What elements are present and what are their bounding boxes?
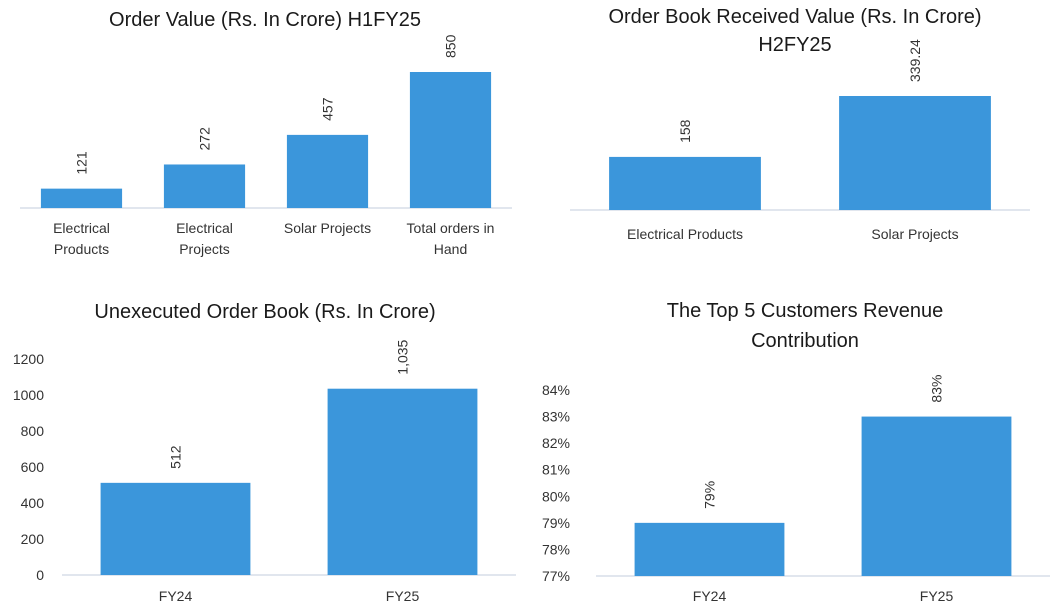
chart-title: The Top 5 Customers Revenue [667,300,943,322]
chart-title: Order Value (Rs. In Crore) H1FY25 [109,9,421,31]
y-tick-label: 77% [542,568,570,584]
x-tick-label: Solar Projects [284,220,371,236]
x-tick-label: Products [54,241,109,257]
data-label: 512 [168,445,184,469]
bar [839,96,991,210]
bar [163,164,246,208]
x-tick-label: FY25 [386,588,420,604]
bar [609,156,761,210]
y-tick-label: 80% [542,488,570,504]
chart-order-book-received-h2fy25: Order Book Received Value (Rs. In Crore)… [530,0,1060,290]
x-tick-label: FY24 [159,588,193,604]
x-tick-label: FY24 [693,588,727,604]
y-tick-label: 84% [542,382,570,398]
bar [40,188,123,208]
x-tick-label: Electrical Products [627,226,743,242]
y-tick-label: 200 [21,531,45,547]
x-tick-label: Total orders in [407,220,495,236]
data-label: 850 [443,34,459,58]
y-tick-label: 79% [542,515,570,531]
y-tick-label: 78% [542,541,570,557]
x-tick-label: Electrical [53,220,110,236]
y-tick-label: 800 [21,423,45,439]
chart-svg: The Top 5 Customers Revenue Contribution 7… [542,300,1050,604]
data-label: 83% [929,375,945,403]
chart-svg: Order Book Received Value (Rs. In Crore)… [570,6,1030,242]
chart-order-value-h1fy25: Order Value (Rs. In Crore) H1FY25 121 Elec… [0,0,530,290]
y-tick-label: 1000 [13,387,44,403]
chart-title: Order Book Received Value (Rs. In Crore) [608,6,981,28]
y-tick-label: 400 [21,495,45,511]
x-tick-label: Solar Projects [871,226,958,242]
chart-title: Contribution [751,330,859,352]
bar [634,522,785,576]
y-tick-label: 82% [542,435,570,451]
x-tick-label: Hand [434,241,467,257]
data-label: 272 [197,127,213,151]
data-label: 121 [74,151,90,175]
x-tick-label: Electrical [176,220,233,236]
data-label: 158 [677,119,693,143]
chart-top5-customers-contribution: The Top 5 Customers Revenue Contribution 7… [530,290,1060,615]
y-tick-label: 1200 [13,351,44,367]
data-label: 457 [320,97,336,121]
data-label: 1,035 [395,339,411,374]
y-tick-label: 81% [542,462,570,478]
bar [409,72,492,208]
x-tick-label: FY25 [920,588,954,604]
chart-svg: Order Value (Rs. In Crore) H1FY25 121 Elec… [20,9,512,257]
bar [100,482,251,575]
data-label: 339.24 [907,39,923,82]
bar [327,388,478,575]
y-tick-label: 0 [36,567,44,583]
y-tick-label: 83% [542,409,570,425]
data-label: 79% [702,481,718,509]
chart-unexecuted-order-book: Unexecuted Order Book (Rs. In Crore) 0 200… [0,290,530,615]
x-tick-label: Projects [179,241,230,257]
chart-title: H2FY25 [758,34,831,56]
chart-title: Unexecuted Order Book (Rs. In Crore) [94,301,435,323]
y-tick-label: 600 [21,459,45,475]
bar [286,134,369,208]
chart-svg: Unexecuted Order Book (Rs. In Crore) 0 200… [13,301,516,604]
bar [861,416,1012,576]
